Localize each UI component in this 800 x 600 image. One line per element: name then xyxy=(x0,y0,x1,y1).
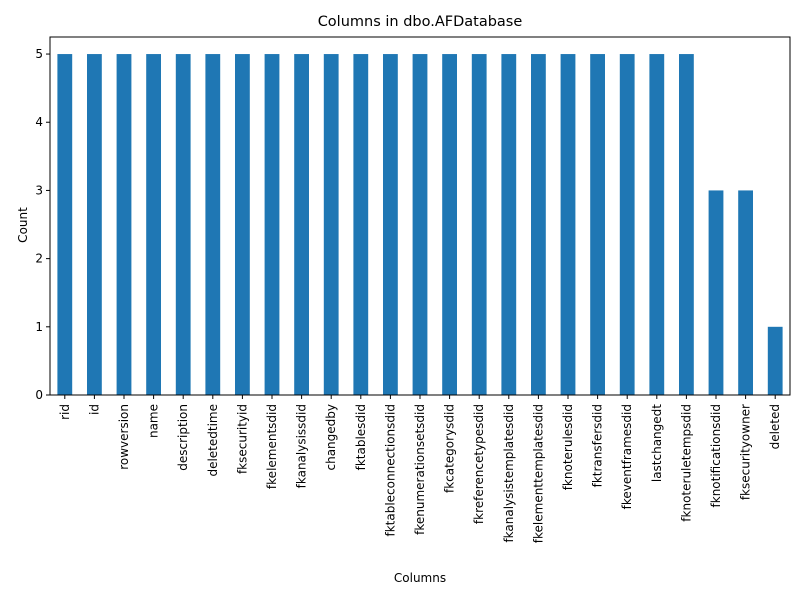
x-tick-label: fktablesdid xyxy=(354,404,368,470)
x-axis-label: Columns xyxy=(394,571,446,585)
bar-lastchangedt xyxy=(649,54,665,396)
x-tick-label: fktransfersdid xyxy=(591,404,605,487)
x-tick-label: fkelementsdid xyxy=(265,404,279,489)
x-tick-label: fknoteruletempsdid xyxy=(679,404,693,522)
bar-fkelementtemplatesdid xyxy=(531,54,546,396)
bar-fksecurityid xyxy=(235,54,250,396)
x-tick-label: rowversion xyxy=(117,404,131,470)
bar-fkeventframesdid xyxy=(619,54,635,396)
y-tick-label: 1 xyxy=(35,320,43,334)
bar-rowversion xyxy=(116,54,132,396)
x-tick-label: changedby xyxy=(324,404,338,471)
x-tick-label: fkelementtemplatesdid xyxy=(531,404,545,543)
x-tick-label: lastchangedt xyxy=(650,404,664,482)
x-tick-label: description xyxy=(176,404,190,471)
bar-fksecurityowner xyxy=(738,190,753,395)
bar-fknoteruletempsdid xyxy=(679,54,694,396)
y-tick-label: 0 xyxy=(35,388,43,402)
x-tick-label: fkreferencetypesdid xyxy=(472,404,486,524)
x-tick-label: fknotificationsdid xyxy=(709,404,723,507)
x-tick-label: deleted xyxy=(768,404,782,449)
y-tick-label: 2 xyxy=(35,252,43,266)
bar-fkenumerationsetsdid xyxy=(412,54,428,396)
bar-fkcategorysdid xyxy=(442,54,457,396)
bar-changedby xyxy=(323,54,339,396)
y-tick-label: 5 xyxy=(35,47,43,61)
bar-fktableconnectionsdid xyxy=(383,54,398,396)
x-tick-label: fkeventframesdid xyxy=(620,404,634,509)
bar-fkanalysistemplatesdid xyxy=(501,54,517,396)
x-tick-label: fkanalysissdid xyxy=(295,404,309,488)
bar-fktransfersdid xyxy=(590,54,605,396)
bar-rid xyxy=(57,54,73,396)
bar-deleted xyxy=(767,326,783,395)
x-tick-label: fksecurityid xyxy=(235,404,249,474)
bar-fknoterulesdid xyxy=(560,54,576,396)
x-tick-label: fkenumerationsetsdid xyxy=(413,404,427,535)
bar-fknotificationsdid xyxy=(708,190,724,395)
bar-id xyxy=(87,54,102,396)
bar-fkreferencetypesdid xyxy=(471,54,487,396)
bar-fkelementsdid xyxy=(264,54,280,396)
y-tick-label: 3 xyxy=(35,183,43,197)
bar-description xyxy=(175,54,191,396)
x-tick-label: name xyxy=(147,404,161,438)
bars-group xyxy=(57,54,783,396)
bar-name xyxy=(146,54,161,396)
x-tick-label: deletedtime xyxy=(206,404,220,477)
x-tick-label: fknoterulesdid xyxy=(561,404,575,490)
y-axis-ticks: 0 1 2 3 4 5 xyxy=(35,47,50,402)
bar-fkanalysissdid xyxy=(294,54,309,396)
x-axis-ticks: rid id rowversion name description deletedtim… xyxy=(58,395,782,543)
x-tick-label: rid xyxy=(58,404,72,420)
y-axis-label: Count xyxy=(16,207,30,243)
bar-fktablesdid xyxy=(353,54,369,396)
axes-frame xyxy=(49,36,791,396)
x-tick-label: fksecurityowner xyxy=(739,404,753,500)
x-tick-label: fkcategorysdid xyxy=(443,404,457,493)
x-tick-label: fkanalysistemplatesdid xyxy=(502,404,516,543)
y-tick-label: 4 xyxy=(35,115,43,129)
x-tick-label: id xyxy=(87,404,101,415)
plot-frame xyxy=(49,36,791,396)
x-tick-label: fktableconnectionsdid xyxy=(383,404,397,537)
bar-deletedtime xyxy=(205,54,221,396)
chart-title: Columns in dbo.AFDatabase xyxy=(318,14,523,30)
